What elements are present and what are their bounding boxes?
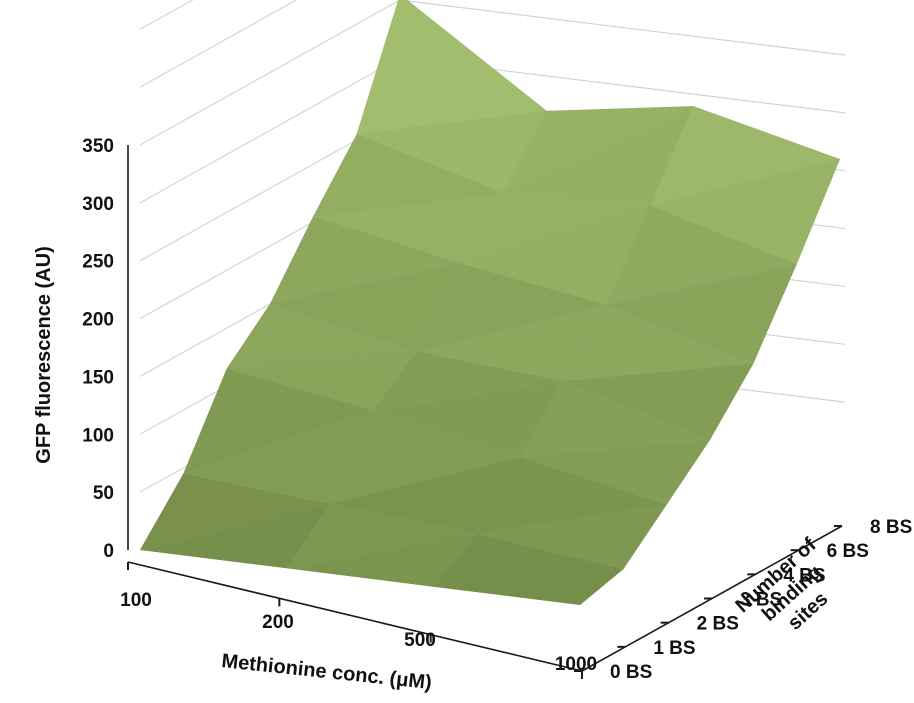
x-tick-label: 500 xyxy=(404,630,436,651)
y-tick-label: 1 BS xyxy=(653,638,695,659)
z-tick-label: 150 xyxy=(82,367,114,388)
surface-facet xyxy=(519,439,711,505)
y-tick-label: 4 BS xyxy=(783,565,825,586)
x-tick-label: 1000 xyxy=(555,654,597,675)
surface-facet xyxy=(476,504,668,570)
axis-labels: 0 50 100 150 200 250 300 350 100 200 500 1000 0 BS1 … xyxy=(82,136,912,683)
x-axis-title: Methionine conc. (μM) xyxy=(220,650,432,694)
surface-facet xyxy=(649,158,841,265)
y-tick-label: 8 BS xyxy=(870,517,912,538)
z-axis-title: GFP fluorescence (AU) xyxy=(33,246,55,463)
surface-facet xyxy=(356,0,548,135)
y-tick-label: 6 BS xyxy=(827,541,869,562)
x-axis-line xyxy=(127,561,583,672)
surface-facet xyxy=(356,110,548,194)
surface-facet xyxy=(606,263,798,365)
y-tick-label: 3 BS xyxy=(740,590,782,611)
z-tick-label: 100 xyxy=(82,425,114,446)
gridline xyxy=(139,0,194,30)
surface-facet xyxy=(416,263,608,352)
z-tick-label: 50 xyxy=(93,483,114,504)
surface-facet xyxy=(432,568,624,606)
y-tick-label: 2 BS xyxy=(697,614,739,635)
y-tick-label: 0 BS xyxy=(610,662,652,683)
gridline xyxy=(139,0,298,88)
z-tick-label: 300 xyxy=(82,194,114,215)
surface-facet xyxy=(562,363,754,441)
z-tick-label: 250 xyxy=(82,252,114,273)
z-tick-label: 350 xyxy=(82,136,114,157)
x-tick-label: 100 xyxy=(120,590,152,611)
surface-facet xyxy=(286,503,478,569)
surface-facet xyxy=(139,473,331,551)
gridline xyxy=(139,0,846,146)
z-tick-label: 0 xyxy=(103,541,114,562)
z-tick-label: 200 xyxy=(82,310,114,331)
surface-facet xyxy=(476,456,668,534)
surface-plot xyxy=(139,0,841,606)
surface-facet xyxy=(606,205,798,306)
surface-facet xyxy=(459,205,651,306)
x-tick-label: 200 xyxy=(262,612,294,633)
axes xyxy=(127,145,843,679)
surface-facet xyxy=(269,263,461,352)
